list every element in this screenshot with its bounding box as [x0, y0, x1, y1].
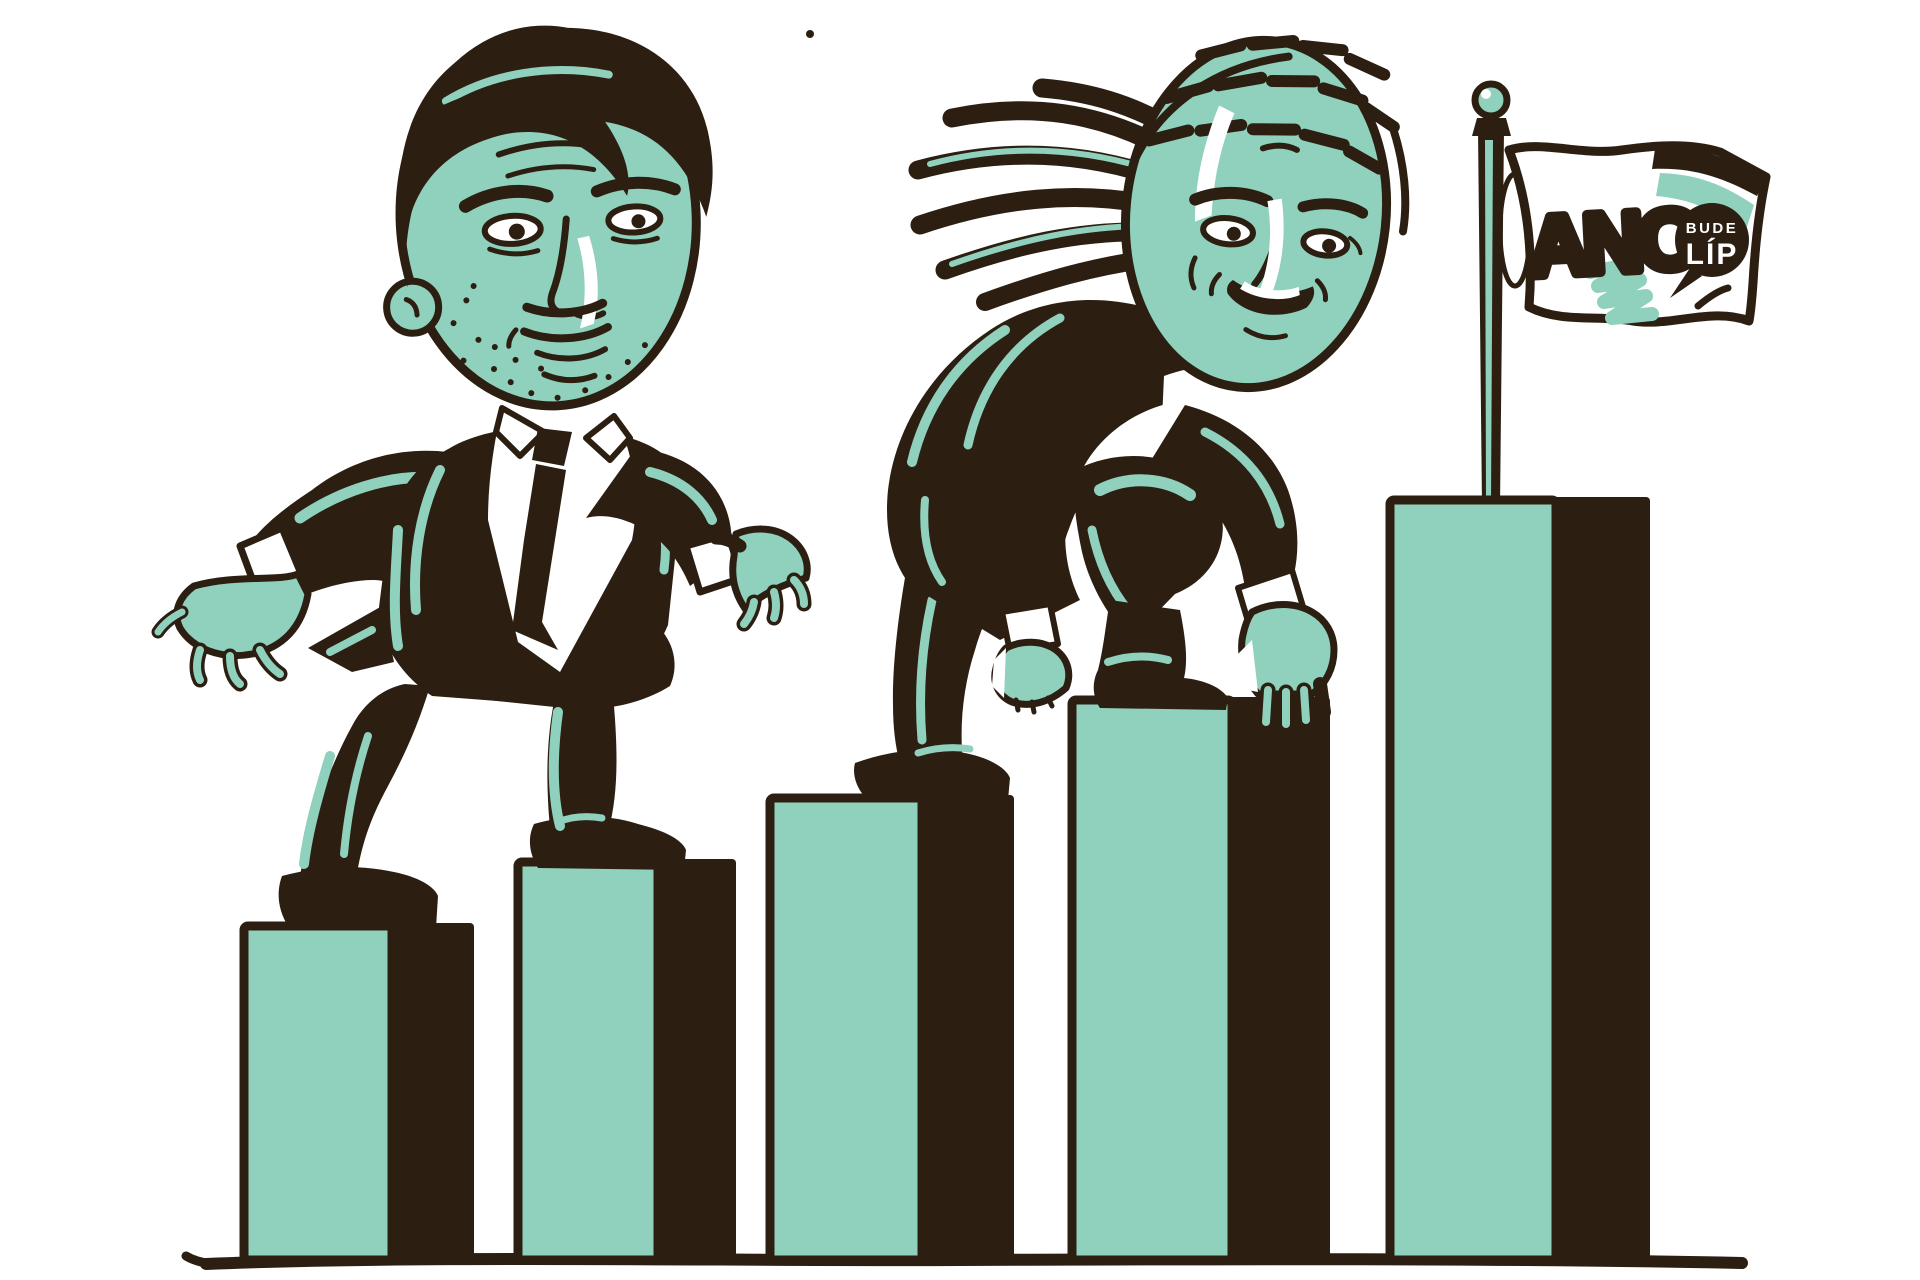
left-climber-rear-shoe — [278, 867, 438, 928]
speech-bubble: BUDE LÍP — [1670, 203, 1749, 298]
right-climber-jacket-back — [886, 300, 1200, 640]
left-climber-right-hand — [709, 525, 812, 632]
left-climber-rear-leg — [300, 684, 430, 880]
left-climber-left-hand — [151, 570, 312, 692]
right-climber-mouth — [1208, 272, 1329, 315]
right-climber-eyes — [1200, 214, 1363, 259]
speech-bubble-tail — [1670, 268, 1702, 298]
right-climber-right-hand — [1232, 601, 1338, 734]
bar-4 — [1067, 695, 1330, 1265]
left-climber-brow — [458, 184, 554, 213]
bar-5 — [1385, 495, 1650, 1265]
left-climber-front-shoe — [529, 816, 686, 870]
left-climber — [151, 25, 812, 928]
right-climber-head — [1120, 34, 1410, 393]
left-climber-head — [383, 25, 713, 411]
ink-speck — [806, 30, 814, 38]
right-climber-rear-shoe — [854, 749, 1010, 800]
flag-teal-scribble — [1583, 257, 1659, 325]
flag-cloth: ANO BUDE LÍP — [1504, 141, 1771, 327]
left-climber-stubble — [450, 282, 648, 401]
pole-finial — [1471, 80, 1511, 120]
flag-party-label: ANO — [1526, 191, 1702, 294]
bubble-top-text: BUDE — [1686, 220, 1739, 237]
right-climber-left-arm — [1003, 457, 1088, 641]
right-climber-right-arm — [1150, 405, 1298, 596]
flag-fold-edge — [1652, 148, 1766, 196]
bar-1 — [239, 921, 474, 1265]
right-climber-brow — [1189, 186, 1274, 208]
flag-ink-dash — [1694, 284, 1732, 310]
right-climber-front-leg — [1073, 455, 1223, 640]
left-climber-tie — [512, 428, 572, 650]
bubble-bottom-text: LÍP — [1686, 237, 1739, 271]
pole-collar — [1472, 118, 1511, 136]
left-climber-mouth — [520, 323, 612, 343]
bar-chart-columns — [239, 495, 1650, 1265]
right-climber — [854, 34, 1410, 800]
flag: ANO BUDE LÍP — [1471, 80, 1771, 506]
bar-2 — [513, 857, 736, 1265]
right-climber-left-cuff — [999, 601, 1061, 655]
left-climber-eyes — [481, 203, 664, 257]
right-climber-left-fist — [991, 638, 1073, 715]
bar-3 — [765, 793, 1014, 1265]
